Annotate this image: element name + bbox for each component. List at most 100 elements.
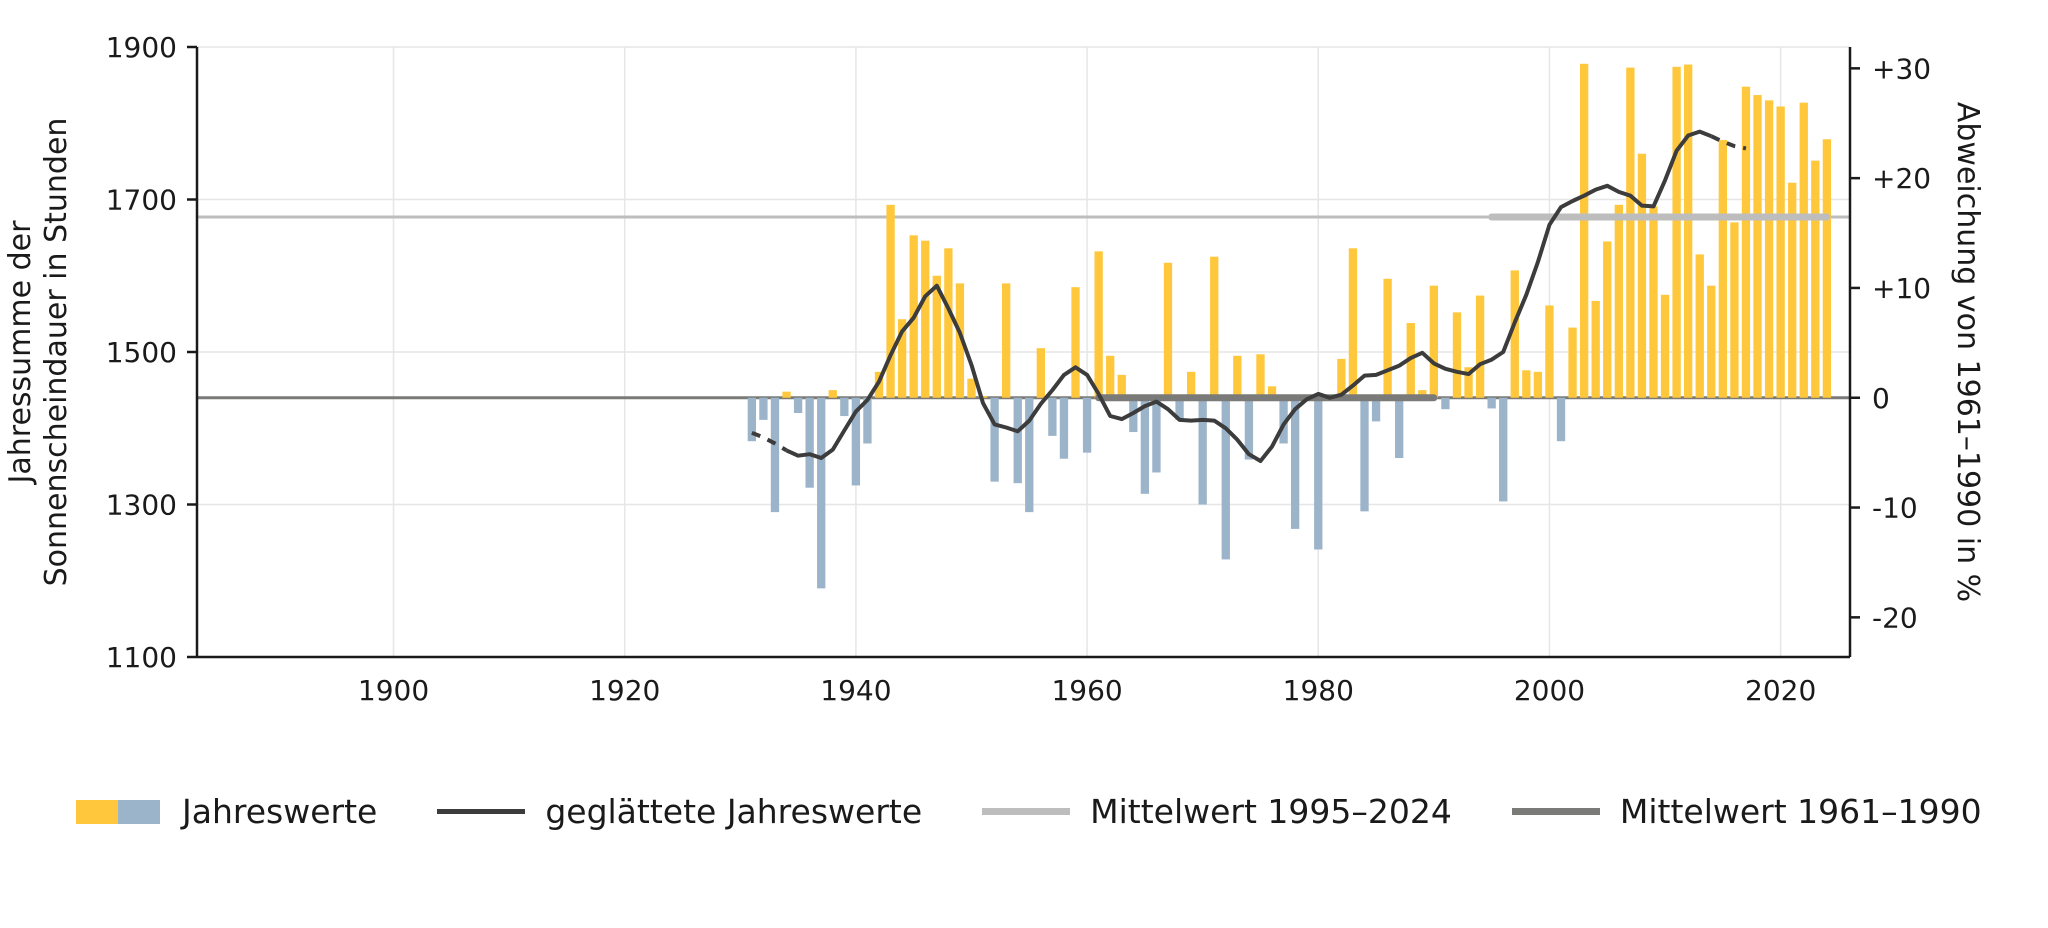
bar-1962 — [1106, 355, 1115, 398]
bar-1998 — [1522, 370, 1531, 398]
legend-label-annual: Jahreswerte — [182, 792, 378, 831]
bar-2009 — [1649, 206, 1658, 398]
bar-2006 — [1614, 204, 1623, 398]
bar-1933 — [770, 397, 780, 513]
bar-2018 — [1753, 95, 1762, 398]
y2-tick-label: -10 — [1872, 492, 1918, 525]
bar-1991 — [1441, 397, 1450, 410]
sunshine-chart: 1900 1920 1940 1960 1980 2000 2020 1100 1300 1500… — [3, 31, 1985, 707]
x-tick-label: 1960 — [1051, 674, 1122, 707]
y-axis-title-line1: Jahressumme der — [3, 220, 38, 486]
reference-lines — [197, 215, 1850, 400]
bar-1937 — [817, 397, 826, 589]
legend-swatch-positive — [76, 799, 118, 824]
bar-2008 — [1637, 153, 1647, 398]
bar-1961 — [1094, 251, 1103, 398]
y-tick-label: 1700 — [106, 184, 177, 217]
bar-1967 — [1163, 262, 1173, 398]
bar-1972 — [1221, 397, 1230, 560]
x-tick-label: 1980 — [1283, 674, 1354, 707]
bar-1973 — [1233, 355, 1242, 398]
bar-1944 — [897, 319, 907, 398]
legend-item-mean-recent: Mittelwert 1995–2024 — [982, 792, 1452, 831]
bar-1997 — [1510, 270, 1519, 398]
bar-1943 — [886, 204, 895, 398]
chart-tick-labels: 1900 1920 1940 1960 1980 2000 2020 1100 1300 1500… — [106, 31, 1931, 707]
bar-1971 — [1210, 256, 1219, 398]
legend-item-annual: Jahreswerte — [76, 792, 377, 831]
legend-item-smoothed: geglättete Jahreswerte — [437, 792, 922, 831]
y-tick-label: 1500 — [106, 336, 177, 369]
bar-1982 — [1337, 358, 1346, 398]
bar-1952 — [990, 397, 999, 482]
bar-1976 — [1267, 386, 1277, 398]
legend-label-smoothed: geglättete Jahreswerte — [545, 792, 923, 831]
y-tick-label: 1300 — [106, 489, 177, 522]
bar-1934 — [782, 391, 791, 398]
bar-1989 — [1418, 390, 1427, 398]
legend-label-mean-recent: Mittelwert 1995–2024 — [1090, 792, 1452, 831]
bar-1953 — [1001, 283, 1011, 398]
bar-2014 — [1707, 285, 1716, 398]
y2-axis-title: Abweichung von 1961–1990 in % — [1950, 102, 1985, 602]
smoothed-line-solid — [785, 129, 1713, 463]
bar-1955 — [1025, 397, 1034, 513]
legend-swatch-negative — [118, 799, 160, 824]
legend-swatch-mean-recent — [982, 808, 1071, 815]
annual-bars — [747, 63, 1832, 589]
bar-1932 — [759, 397, 768, 420]
x-tick-label: 1940 — [820, 674, 891, 707]
smoothed-line-end-dashed — [1710, 134, 1747, 151]
bar-2023 — [1811, 160, 1820, 398]
bar-1983 — [1348, 248, 1358, 398]
x-tick-label: 1920 — [589, 674, 660, 707]
legend-swatch-smoothed — [437, 809, 526, 814]
y2-tick-label: 0 — [1872, 382, 1890, 415]
bar-1974 — [1244, 397, 1254, 460]
bar-2003 — [1579, 63, 1589, 398]
y2-tick-label: +10 — [1872, 272, 1931, 305]
bar-2015 — [1718, 140, 1728, 398]
bar-1931 — [747, 397, 757, 442]
smoothed-line — [751, 129, 1747, 463]
bar-2013 — [1695, 254, 1704, 398]
bar-1975 — [1256, 354, 1265, 398]
y-tick-label: 1100 — [106, 641, 177, 674]
bar-1936 — [805, 397, 814, 488]
legend-swatch-annual — [76, 799, 160, 824]
bar-2017 — [1741, 86, 1751, 398]
bar-1990 — [1429, 285, 1439, 398]
legend-item-mean-reference: Mittelwert 1961–1990 — [1511, 792, 1982, 831]
bar-2004 — [1591, 300, 1600, 398]
bar-1950 — [967, 378, 976, 398]
chart-legend: Jahreswerte geglättete Jahreswerte Mitte… — [76, 792, 2042, 831]
bar-1968 — [1175, 397, 1184, 420]
bar-1946 — [921, 240, 930, 398]
bar-1993 — [1464, 367, 1473, 398]
x-tick-label: 1900 — [358, 674, 429, 707]
legend-label-mean-reference: Mittelwert 1961–1990 — [1619, 792, 1982, 831]
bar-1977 — [1279, 397, 1288, 444]
chart-grid — [197, 46, 1850, 658]
bar-1940 — [851, 397, 861, 486]
bar-2016 — [1730, 222, 1739, 398]
bar-2011 — [1672, 66, 1681, 398]
bar-2005 — [1603, 241, 1612, 398]
bar-2010 — [1660, 294, 1670, 398]
bar-1958 — [1059, 397, 1069, 459]
bar-1969 — [1186, 371, 1196, 398]
bar-2019 — [1764, 100, 1774, 398]
bar-1949 — [955, 283, 965, 398]
bar-1938 — [828, 390, 837, 398]
bar-1994 — [1475, 295, 1485, 398]
smoothed-line-start-dashed — [751, 430, 788, 453]
bar-1987 — [1395, 397, 1404, 458]
legend-swatch-mean-reference — [1511, 808, 1600, 815]
bar-1954 — [1013, 397, 1022, 484]
y2-tick-label: +20 — [1872, 162, 1931, 195]
bar-1980 — [1314, 397, 1323, 550]
bar-2002 — [1568, 327, 1577, 398]
mean-lines — [1095, 213, 1831, 402]
bar-1995 — [1487, 397, 1496, 409]
bar-1992 — [1452, 312, 1462, 398]
